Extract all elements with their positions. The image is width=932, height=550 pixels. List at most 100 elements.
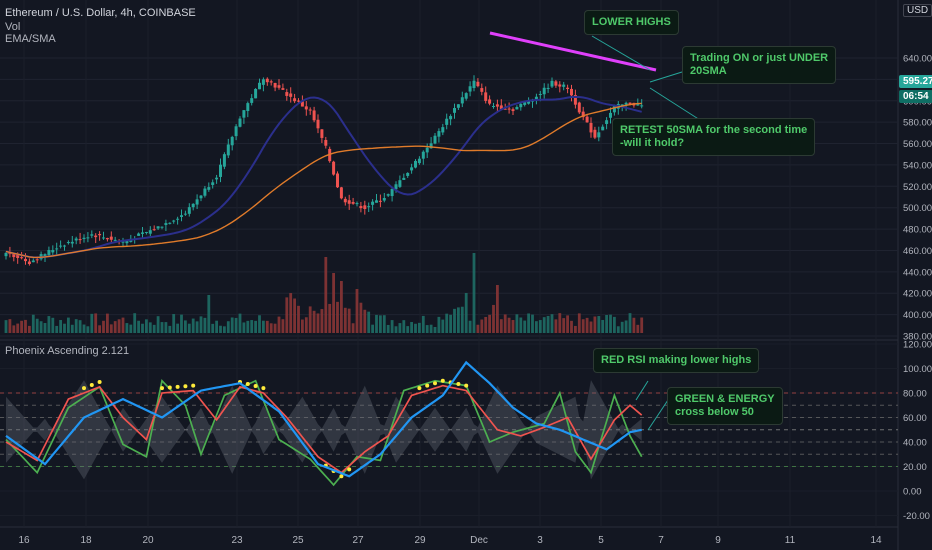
energy-cloud: [6, 380, 642, 480]
candle-body: [456, 104, 460, 108]
volume-bar: [585, 317, 589, 333]
candle-body: [605, 120, 609, 124]
price-tick-label: 380.00: [903, 332, 932, 343]
volume-bar: [246, 320, 250, 333]
ma-label: EMA/SMA: [5, 33, 56, 45]
volume-bar: [538, 320, 542, 333]
volume-bar: [640, 317, 644, 333]
volume-bar: [207, 295, 211, 333]
osc-signal-dot: [175, 384, 180, 389]
candle-body: [121, 241, 125, 243]
last-price-badge: 595.27: [899, 75, 932, 88]
osc-signal-dot: [456, 382, 461, 387]
candle-body: [297, 100, 300, 102]
volume-bar: [74, 319, 78, 333]
volume-bar: [371, 324, 374, 333]
volume-bar: [28, 325, 31, 333]
volume-bar: [145, 319, 148, 333]
volume-bar: [445, 313, 449, 333]
candle-body: [55, 248, 59, 250]
osc-signal-dot: [433, 381, 437, 386]
candle-body: [492, 105, 495, 107]
osc-signal-dot: [339, 474, 344, 479]
candle-body: [324, 139, 328, 146]
volume-bar: [453, 308, 456, 333]
candle-body: [137, 233, 141, 236]
candle-body: [12, 253, 16, 258]
volume-bar: [511, 320, 515, 333]
time-tick-label: 7: [658, 535, 664, 546]
candle-body: [16, 254, 20, 259]
candle-body: [612, 105, 616, 113]
candle-body: [562, 84, 566, 87]
candle-body: [90, 234, 94, 236]
volume-bar: [285, 297, 289, 333]
volume-bar: [457, 307, 460, 333]
candle-body: [437, 131, 441, 137]
candle-body: [429, 143, 433, 149]
candle-body: [332, 161, 336, 175]
currency-button[interactable]: USD: [903, 4, 932, 17]
candle-body: [328, 148, 332, 162]
candle-body: [180, 215, 183, 217]
osc-red-line: [5, 384, 643, 474]
time-tick-label: 20: [142, 535, 154, 546]
candle-body: [573, 95, 577, 105]
candle-body: [43, 254, 47, 258]
volume-bar: [70, 324, 74, 333]
volume-bar: [94, 313, 98, 333]
volume-bar: [464, 293, 468, 333]
volume-bar: [273, 323, 277, 333]
candle-body: [125, 240, 129, 244]
osc-tick-label: 120.00: [903, 340, 932, 351]
time-tick-label: 9: [715, 535, 721, 546]
candle-body: [109, 236, 113, 240]
candle-body: [421, 151, 425, 159]
candle-body: [183, 213, 187, 215]
candle-body: [82, 237, 86, 239]
volume-bar: [262, 320, 265, 333]
volume-bar: [184, 320, 187, 333]
volume-bar: [160, 322, 164, 333]
candle-body: [215, 177, 219, 180]
candle-body: [609, 112, 612, 118]
candle-body: [316, 119, 320, 129]
time-tick-label: 16: [18, 535, 30, 546]
volume-bar: [297, 305, 300, 333]
sma50-line: [5, 102, 642, 259]
volume-bar: [624, 320, 628, 333]
candle-body: [308, 109, 312, 111]
volume-bars: [4, 253, 644, 333]
candle-body: [269, 81, 273, 83]
candle-body: [195, 199, 199, 205]
oscillator-label: Phoenix Ascending 2.121: [5, 345, 130, 357]
volume-bar: [332, 273, 335, 333]
volume-bar: [86, 326, 90, 333]
candle-body: [113, 239, 117, 241]
volume-bar: [343, 307, 347, 333]
annotation-lines: [489, 31, 701, 431]
osc-signal-dot: [253, 384, 258, 389]
candle-body: [304, 106, 308, 110]
candle-body: [35, 259, 39, 261]
candle-body: [293, 98, 297, 102]
volume-bar: [355, 289, 359, 333]
volume-bar: [394, 326, 398, 333]
volume-bar: [148, 322, 152, 333]
candle-body: [363, 205, 367, 210]
candle-body: [515, 106, 519, 110]
volume-bar: [203, 317, 207, 333]
volume-bar: [215, 320, 218, 333]
candle-body: [187, 207, 191, 214]
osc-signal-dot: [261, 386, 266, 391]
candle-body: [265, 78, 269, 83]
volume-bar: [402, 320, 406, 333]
volume-bar: [211, 323, 215, 333]
candle-body: [141, 232, 144, 234]
chart-title: Ethereum / U.S. Dollar, 4h, COINBASE: [5, 7, 196, 19]
candle-body: [386, 194, 390, 196]
candle-body: [191, 203, 195, 208]
candle-body: [176, 218, 180, 220]
volume-bar: [359, 302, 363, 333]
osc-tick-label: -20.00: [903, 511, 930, 522]
